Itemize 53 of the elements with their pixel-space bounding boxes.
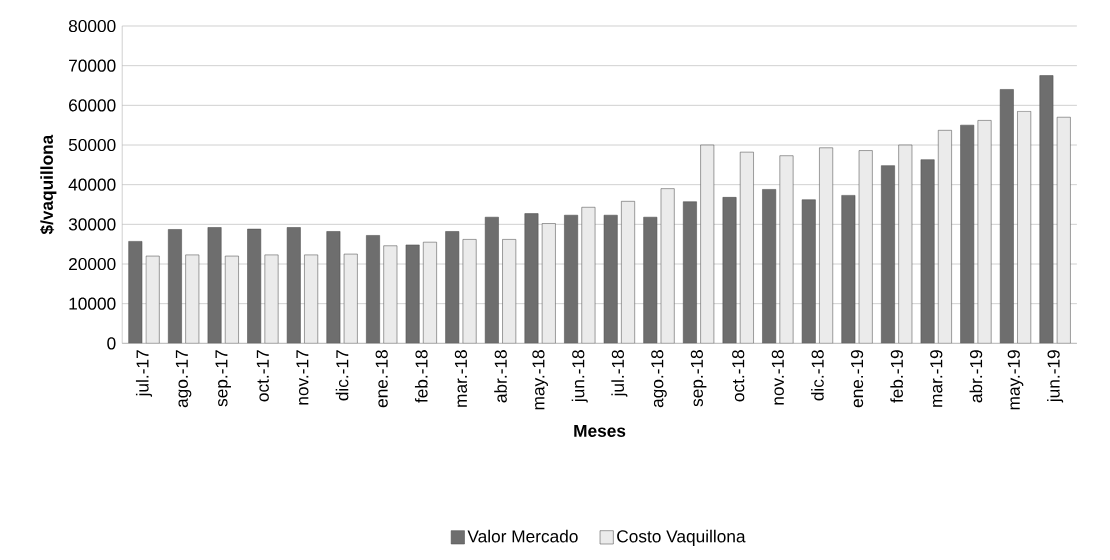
x-tick-label: dic.-18 <box>811 350 824 401</box>
bar <box>920 159 935 344</box>
y-tick-label: 70000 <box>69 59 116 72</box>
y-tick-label: 10000 <box>69 297 116 310</box>
bar <box>1017 111 1032 344</box>
bar <box>858 150 873 344</box>
x-tick-label: ago.-18 <box>651 350 667 408</box>
x-tick-label: jul.-17 <box>135 350 153 397</box>
x-tick-label: nov.-17 <box>296 350 309 405</box>
bar <box>977 120 992 344</box>
bar <box>1039 75 1054 344</box>
bar <box>881 165 895 344</box>
x-tick-label: ene.-19 <box>850 350 864 408</box>
x-tick-label: may.-19 <box>1007 350 1024 410</box>
x-tick-label: ene.-18 <box>375 350 388 408</box>
bar <box>682 201 697 344</box>
bar <box>660 188 675 344</box>
y-tick-label: 60000 <box>69 99 116 112</box>
x-tick-label: abr.-18 <box>494 350 507 403</box>
x-tick-label: oct.-18 <box>732 350 745 402</box>
y-tick-label: 80000 <box>68 19 116 33</box>
x-tick-label: jun.-19 <box>1047 350 1064 403</box>
x-tick-label: oct.-17 <box>256 350 269 402</box>
legend-label: Valor Mercado <box>467 529 578 543</box>
bar <box>960 124 975 344</box>
x-tick-label: mar.-19 <box>930 350 943 407</box>
x-tick-label: sep.-17 <box>215 350 231 407</box>
legend-label: Costo Vaquillona <box>617 529 746 546</box>
y-tick-label: 40000 <box>68 178 116 191</box>
x-axis-title: Meses <box>574 424 626 437</box>
bar <box>1056 116 1071 344</box>
x-tick-label: jun.-18 <box>571 350 588 403</box>
bar <box>937 130 952 344</box>
y-tick-label: 20000 <box>69 257 116 271</box>
bar <box>801 199 816 344</box>
x-tick-label: jul.-18 <box>611 350 628 397</box>
y-axis-title: $/vaquillona <box>40 134 57 235</box>
y-tick-label: 50000 <box>68 138 116 152</box>
x-tick-label: feb.-19 <box>890 350 903 403</box>
bar <box>999 89 1014 344</box>
x-tick-label: nov.-18 <box>771 350 784 405</box>
x-tick-label: feb.-18 <box>414 350 428 403</box>
x-tick-label: abr.-19 <box>969 350 983 403</box>
y-tick-label: 0 <box>107 337 116 350</box>
x-tick-label: may.-18 <box>532 350 548 410</box>
bar <box>819 147 834 344</box>
y-tick-label: 30000 <box>68 218 116 231</box>
x-tick-label: mar.-18 <box>454 350 468 407</box>
x-tick-label: ago.-17 <box>175 350 192 408</box>
x-tick-label: sep.-18 <box>690 350 707 407</box>
bar <box>264 254 279 344</box>
x-tick-label: dic.-17 <box>335 350 349 401</box>
bar <box>779 155 794 344</box>
